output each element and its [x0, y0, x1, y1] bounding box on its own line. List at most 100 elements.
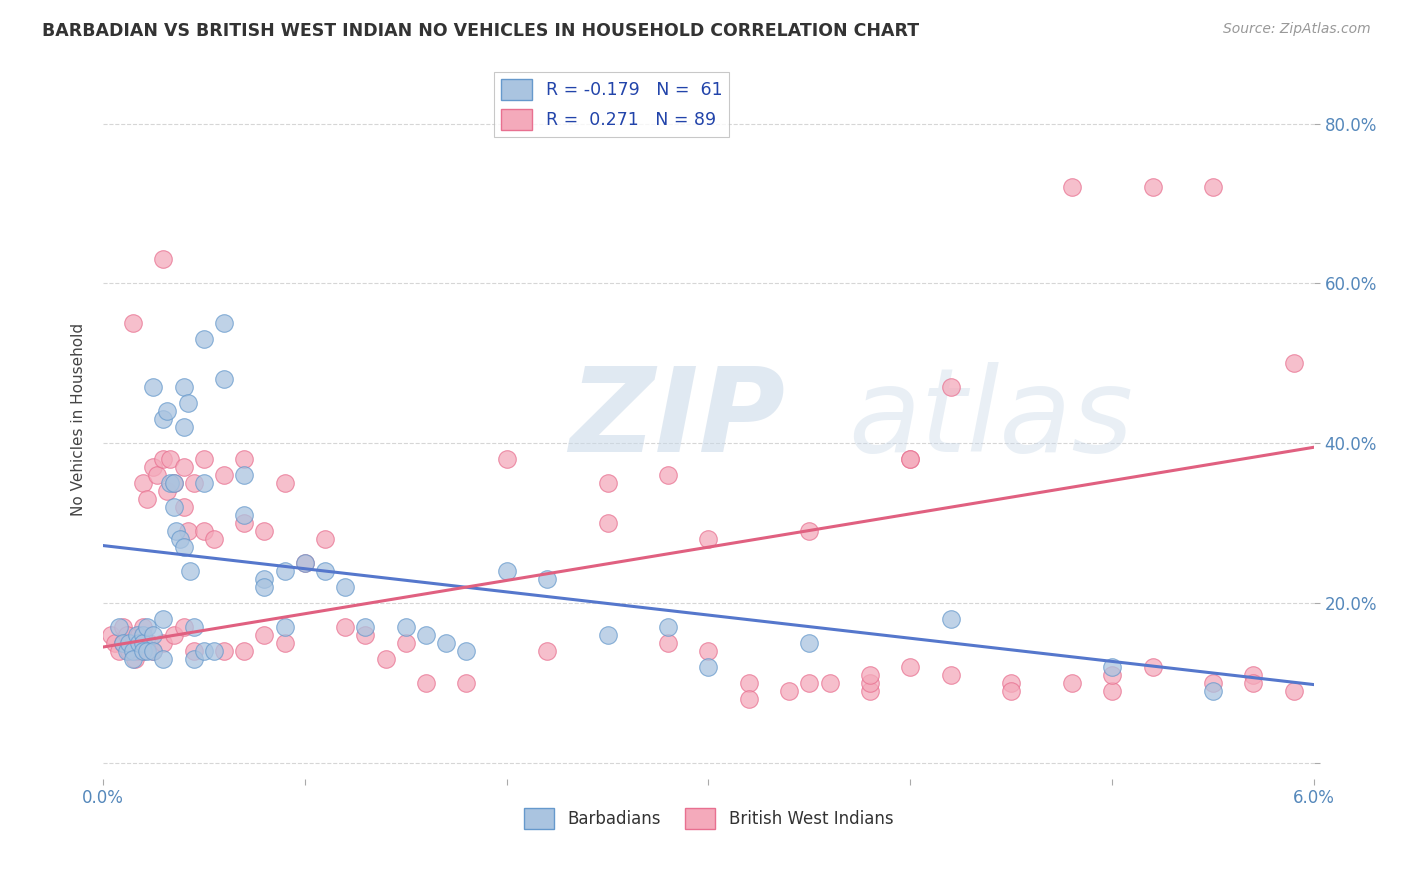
Point	[374, 652, 396, 666]
Point	[152, 612, 174, 626]
Point	[738, 692, 761, 706]
Point	[818, 676, 841, 690]
Point	[128, 628, 150, 642]
Point	[596, 628, 619, 642]
Point	[142, 644, 165, 658]
Point	[112, 620, 135, 634]
Point	[596, 516, 619, 531]
Point	[273, 476, 295, 491]
Point	[183, 644, 205, 658]
Point	[122, 636, 145, 650]
Point	[657, 468, 679, 483]
Point	[169, 532, 191, 546]
Point	[138, 636, 160, 650]
Point	[193, 644, 215, 658]
Point	[536, 572, 558, 586]
Point	[193, 524, 215, 538]
Point	[898, 452, 921, 467]
Point	[202, 532, 225, 546]
Point	[898, 452, 921, 467]
Point	[136, 492, 159, 507]
Point	[193, 476, 215, 491]
Point	[314, 564, 336, 578]
Point	[1142, 660, 1164, 674]
Text: ZIP: ZIP	[569, 362, 785, 476]
Point	[273, 636, 295, 650]
Point	[118, 644, 141, 658]
Point	[152, 636, 174, 650]
Point	[108, 620, 131, 634]
Point	[183, 620, 205, 634]
Point	[124, 652, 146, 666]
Point	[212, 644, 235, 658]
Point	[176, 396, 198, 410]
Point	[1243, 668, 1265, 682]
Point	[434, 636, 457, 650]
Point	[596, 476, 619, 491]
Point	[859, 684, 882, 698]
Point	[657, 620, 679, 634]
Point	[1000, 676, 1022, 690]
Point	[697, 532, 720, 546]
Point	[162, 476, 184, 491]
Point	[156, 484, 179, 499]
Point	[799, 636, 821, 650]
Point	[395, 620, 418, 634]
Point	[142, 644, 165, 658]
Point	[202, 644, 225, 658]
Point	[100, 628, 122, 642]
Point	[152, 252, 174, 267]
Point	[354, 628, 377, 642]
Point	[354, 620, 377, 634]
Point	[132, 644, 155, 658]
Point	[193, 452, 215, 467]
Point	[212, 468, 235, 483]
Point	[273, 620, 295, 634]
Point	[1101, 668, 1123, 682]
Point	[253, 628, 276, 642]
Point	[173, 420, 195, 434]
Point	[233, 516, 256, 531]
Point	[162, 476, 184, 491]
Point	[132, 620, 155, 634]
Point	[273, 564, 295, 578]
Point	[193, 332, 215, 346]
Point	[939, 668, 962, 682]
Point	[132, 628, 155, 642]
Point	[294, 556, 316, 570]
Point	[152, 412, 174, 426]
Point	[799, 524, 821, 538]
Point	[115, 644, 138, 658]
Point	[859, 676, 882, 690]
Point	[697, 644, 720, 658]
Point	[165, 524, 187, 538]
Point	[778, 684, 800, 698]
Point	[173, 540, 195, 554]
Point	[939, 612, 962, 626]
Point	[314, 532, 336, 546]
Point	[294, 556, 316, 570]
Point	[495, 564, 517, 578]
Point	[132, 476, 155, 491]
Text: BARBADIAN VS BRITISH WEST INDIAN NO VEHICLES IN HOUSEHOLD CORRELATION CHART: BARBADIAN VS BRITISH WEST INDIAN NO VEHI…	[42, 22, 920, 40]
Point	[1101, 660, 1123, 674]
Point	[333, 580, 356, 594]
Point	[142, 628, 165, 642]
Point	[253, 572, 276, 586]
Point	[142, 380, 165, 394]
Point	[456, 676, 478, 690]
Point	[233, 644, 256, 658]
Point	[233, 508, 256, 523]
Point	[1101, 684, 1123, 698]
Text: atlas: atlas	[848, 362, 1133, 476]
Point	[132, 644, 155, 658]
Point	[1202, 684, 1225, 698]
Point	[253, 524, 276, 538]
Point	[395, 636, 418, 650]
Y-axis label: No Vehicles in Household: No Vehicles in Household	[72, 323, 86, 516]
Point	[536, 644, 558, 658]
Point	[212, 316, 235, 330]
Point	[179, 564, 201, 578]
Legend: Barbadians, British West Indians: Barbadians, British West Indians	[517, 802, 900, 835]
Point	[104, 636, 127, 650]
